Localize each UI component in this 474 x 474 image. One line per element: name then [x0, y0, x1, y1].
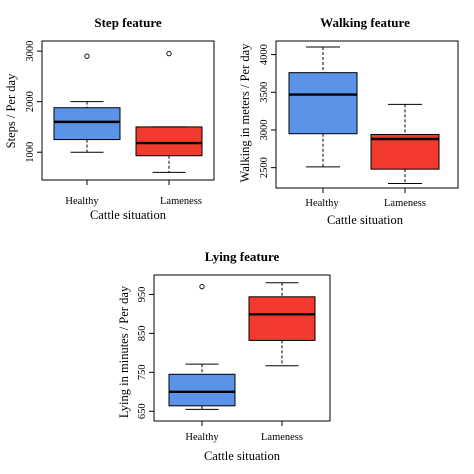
lying-feature-xtick-healthy: Healthy — [185, 432, 219, 443]
walking-feature-ytick-4000: 4000 — [259, 44, 270, 65]
walking-feature-panel: Walking feature Cattle situation Walking… — [238, 15, 459, 227]
lying-feature-xtick-lameness: Lameness — [261, 432, 303, 443]
step-feature-xtick-lameness: Lameness — [160, 196, 202, 207]
walking-feature-lameness-iqr — [370, 133, 440, 170]
lying-feature-title: Lying feature — [205, 249, 280, 264]
lying-feature-ytick-850: 850 — [137, 326, 148, 342]
step-feature-ytick-3000: 3000 — [25, 41, 36, 62]
step-feature-lameness-iqr — [135, 126, 203, 157]
walking-feature-plot-frame — [275, 40, 459, 189]
lying-feature-xlabel: Cattle situation — [204, 449, 281, 463]
lying-feature-lameness-box — [248, 282, 316, 367]
walking-feature-healthy-box — [288, 46, 358, 168]
step-feature-lameness-box — [135, 50, 203, 173]
step-feature-panel: Step feature Cattle situation Steps / Pe… — [4, 15, 215, 222]
lying-feature-lameness-iqr — [248, 296, 316, 341]
step-feature-ytick-2000: 2000 — [25, 91, 36, 112]
walking-feature-lameness-box — [370, 103, 440, 184]
step-feature-ylabel: Steps / Per day — [4, 73, 18, 148]
step-feature-ytick-1000: 1000 — [25, 142, 36, 163]
lying-feature-ylabel: Lying in minutes / Per day — [117, 285, 131, 418]
step-feature-plot-frame — [41, 40, 215, 181]
walking-feature-ytick-2500: 2500 — [259, 157, 270, 178]
step-feature-healthy-iqr — [53, 107, 121, 141]
lying-feature-ytick-750: 750 — [137, 364, 148, 380]
step-feature-healthy-box — [53, 53, 121, 153]
walking-feature-xtick-healthy: Healthy — [305, 198, 339, 209]
walking-feature-healthy-iqr — [288, 72, 358, 135]
step-feature-title: Step feature — [94, 15, 162, 30]
lying-feature-healthy-outlier — [199, 284, 205, 290]
step-feature-xlabel: Cattle situation — [90, 208, 167, 222]
lying-feature-panel: Lying feature Cattle situation Lying in … — [117, 249, 331, 463]
step-feature-healthy-outlier — [84, 53, 90, 59]
walking-feature-ylabel: Walking in meters / Per day — [238, 43, 252, 183]
lying-feature-healthy-box — [168, 284, 236, 410]
lying-feature-healthy-iqr — [168, 373, 236, 407]
lying-feature-ytick-650: 650 — [137, 403, 148, 419]
lying-feature-ytick-950: 950 — [137, 287, 148, 303]
walking-feature-xlabel: Cattle situation — [327, 213, 404, 227]
step-feature-lameness-outlier — [166, 50, 172, 57]
walking-feature-xtick-lameness: Lameness — [384, 198, 426, 209]
step-feature-xtick-healthy: Healthy — [65, 196, 99, 207]
walking-feature-title: Walking feature — [320, 15, 410, 30]
walking-feature-ytick-3500: 3500 — [259, 82, 270, 103]
lying-feature-plot-frame — [153, 274, 331, 422]
walking-feature-ytick-3000: 3000 — [259, 119, 270, 140]
